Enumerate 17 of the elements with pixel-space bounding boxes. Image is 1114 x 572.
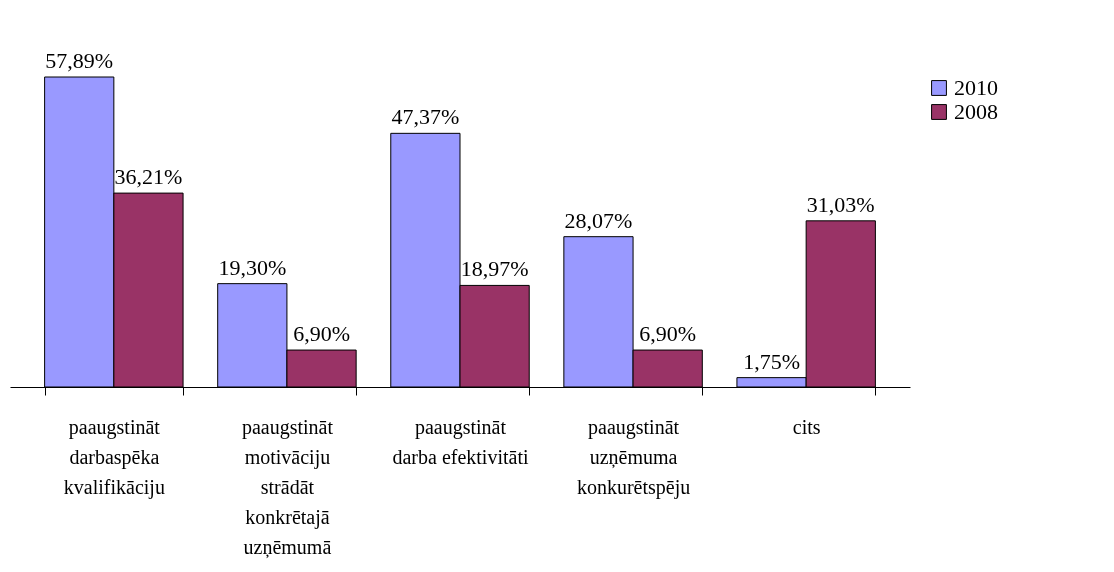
data-label: 47,37% bbox=[391, 104, 460, 130]
x-tick-label: paaugstināt motivāciju strādāt konkrētajā uzņēmumā bbox=[241, 415, 334, 559]
x-tick-label: paaugstināt uzņēmuma konkurētspēju bbox=[576, 415, 691, 499]
data-label: 6,90% bbox=[293, 321, 350, 347]
data-label: 6,90% bbox=[639, 321, 697, 347]
x-tick-label: cits bbox=[792, 415, 821, 438]
data-label: 31,03% bbox=[806, 191, 875, 217]
data-label: 28,07% bbox=[564, 207, 633, 233]
legend-label: 2010 bbox=[954, 75, 998, 100]
data-label: 19,30% bbox=[218, 254, 287, 280]
x-tick-label: paaugstināt darba efektivitāti bbox=[392, 415, 529, 468]
data-label: 1,75% bbox=[743, 348, 800, 374]
data-label: 57,89% bbox=[45, 48, 114, 73]
legend-label: 2008 bbox=[954, 99, 998, 124]
x-tick-label: paaugstināt darbaspēka kvalifikāciju bbox=[63, 415, 165, 499]
data-label: 18,97% bbox=[460, 256, 529, 282]
data-label: 36,21% bbox=[114, 164, 183, 190]
